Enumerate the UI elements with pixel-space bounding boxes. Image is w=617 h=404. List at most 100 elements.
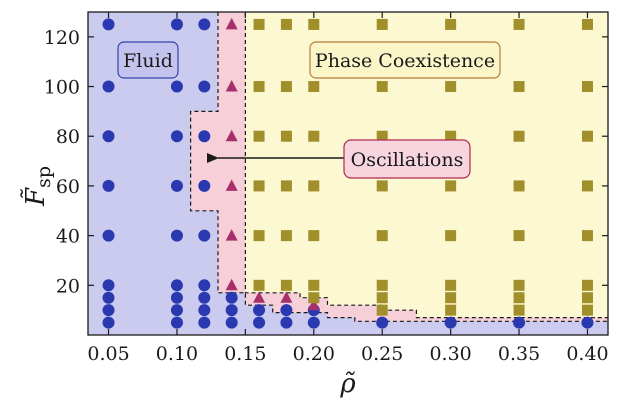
circle-marker-fluid-23: [198, 179, 211, 192]
y-axis-title-subscript: sp: [33, 166, 55, 188]
y-tick-label-4: 100: [44, 77, 80, 99]
square-marker-phase-coexistence-25: [376, 81, 388, 93]
x-tick-label-0: 0.05: [87, 343, 129, 365]
square-marker-phase-coexistence-33: [445, 81, 457, 93]
square-marker-phase-coexistence-38: [513, 230, 525, 242]
square-marker-phase-coexistence-8: [280, 180, 292, 192]
x-axis-ticks: 0.05 0.10 0.15 0.20 0.25 0.30 0.35 0.40: [87, 12, 609, 365]
square-marker-phase-coexistence-14: [308, 230, 320, 242]
circle-marker-fluid-38: [513, 316, 526, 329]
y-axis-title: F̃sp: [20, 166, 55, 207]
square-marker-phase-coexistence-12: [308, 292, 320, 304]
y-tick-label-2: 60: [56, 176, 80, 198]
square-marker-phase-coexistence-22: [376, 230, 388, 242]
coexistence-label-box: Phase Coexistence: [309, 41, 501, 79]
coexistence-label: Phase Coexistence: [315, 50, 495, 72]
square-marker-phase-coexistence-26: [376, 18, 388, 30]
square-marker-phase-coexistence-28: [445, 292, 457, 304]
square-marker-phase-coexistence-45: [581, 279, 593, 291]
square-marker-phase-coexistence-17: [308, 81, 320, 93]
circle-marker-fluid-22: [198, 229, 211, 242]
circle-marker-fluid-21: [198, 279, 211, 292]
circle-marker-fluid-1: [102, 304, 115, 317]
square-marker-phase-coexistence-21: [376, 279, 388, 291]
square-marker-phase-coexistence-42: [513, 18, 525, 30]
square-marker-phase-coexistence-36: [513, 292, 525, 304]
x-tick-label-7: 0.40: [566, 343, 608, 365]
circle-marker-fluid-13: [170, 229, 183, 242]
circle-marker-fluid-4: [102, 229, 115, 242]
triangle-marker-oscillations-7: [280, 291, 293, 303]
oscillations-label: Oscillations: [351, 149, 464, 171]
square-marker-phase-coexistence-13: [308, 279, 320, 291]
square-marker-phase-coexistence-31: [445, 180, 457, 192]
y-axis-title-main: F̃: [20, 187, 51, 207]
circle-marker-fluid-26: [198, 18, 211, 31]
fluid-label: Fluid: [123, 50, 173, 72]
circle-marker-fluid-17: [170, 18, 183, 31]
circle-marker-fluid-9: [170, 316, 183, 329]
square-marker-phase-coexistence-23: [376, 180, 388, 192]
y-tick-label-1: 40: [56, 226, 80, 248]
circle-marker-fluid-25: [198, 80, 211, 93]
square-marker-phase-coexistence-48: [581, 130, 593, 142]
triangle-marker-oscillations-5: [225, 17, 238, 30]
circle-marker-fluid-19: [198, 304, 211, 317]
circle-marker-fluid-30: [253, 316, 266, 329]
circle-marker-fluid-14: [170, 179, 183, 192]
square-marker-phase-coexistence-43: [581, 304, 593, 316]
square-marker-phase-coexistence-49: [581, 81, 593, 93]
square-marker-phase-coexistence-11: [280, 18, 292, 30]
square-marker-phase-coexistence-3: [253, 130, 265, 142]
square-marker-phase-coexistence-37: [513, 279, 525, 291]
square-marker-phase-coexistence-6: [280, 279, 292, 291]
circle-marker-fluid-29: [225, 291, 238, 304]
x-tick-label-6: 0.35: [498, 343, 540, 365]
plot-frame: [87, 11, 609, 336]
circle-marker-fluid-8: [102, 18, 115, 31]
triangle-marker-oscillations-1: [225, 229, 238, 241]
circle-marker-fluid-39: [581, 316, 594, 329]
x-tick-label-3: 0.20: [293, 343, 335, 365]
square-marker-phase-coexistence-10: [280, 81, 292, 93]
x-tick-label-5: 0.30: [429, 343, 471, 365]
square-marker-phase-coexistence-50: [581, 18, 593, 30]
square-marker-phase-coexistence-40: [513, 130, 525, 142]
triangle-marker-oscillations-6: [253, 291, 266, 303]
square-marker-phase-coexistence-15: [308, 180, 320, 192]
circle-marker-fluid-33: [280, 304, 293, 317]
x-tick-label-4: 0.25: [361, 343, 403, 365]
square-marker-phase-coexistence-9: [280, 130, 292, 142]
circle-marker-fluid-36: [376, 316, 389, 329]
square-marker-phase-coexistence-5: [253, 18, 265, 30]
circle-marker-fluid-15: [170, 130, 183, 143]
square-marker-phase-coexistence-27: [445, 304, 457, 316]
triangle-marker-oscillations-3: [225, 129, 238, 142]
square-marker-phase-coexistence-1: [253, 230, 265, 242]
circle-marker-fluid-31: [253, 304, 266, 317]
y-tick-label-3: 80: [56, 126, 80, 148]
circle-marker-fluid-37: [444, 316, 457, 329]
circle-marker-fluid-11: [170, 291, 183, 304]
square-marker-phase-coexistence-20: [376, 292, 388, 304]
square-marker-phase-coexistence-24: [376, 130, 388, 142]
square-marker-phase-coexistence-35: [513, 304, 525, 316]
triangle-marker-oscillations-4: [225, 80, 238, 92]
x-axis-title: ρ̃: [339, 369, 356, 399]
square-marker-phase-coexistence-34: [445, 18, 457, 30]
square-marker-phase-coexistence-4: [253, 81, 265, 93]
square-marker-phase-coexistence-0: [253, 279, 265, 291]
y-tick-label-0: 20: [56, 275, 80, 297]
circle-marker-fluid-5: [102, 179, 115, 192]
circle-marker-fluid-0: [102, 316, 115, 329]
fluid-label-box: Fluid: [117, 41, 179, 79]
circle-marker-fluid-34: [307, 316, 320, 329]
data-markers: [102, 17, 594, 329]
square-marker-phase-coexistence-44: [581, 292, 593, 304]
x-tick-label-2: 0.15: [224, 343, 266, 365]
triangle-marker-oscillations-2: [225, 179, 238, 191]
circle-marker-fluid-2: [102, 291, 115, 304]
circle-marker-fluid-6: [102, 130, 115, 143]
square-marker-phase-coexistence-16: [308, 130, 320, 142]
